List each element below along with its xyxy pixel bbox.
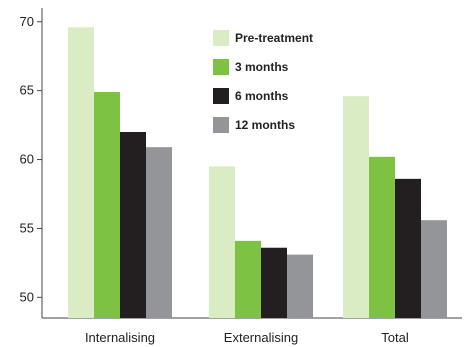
legend-swatch bbox=[213, 59, 229, 75]
bar-total-3-months bbox=[369, 156, 395, 318]
x-category-label: Total bbox=[381, 330, 409, 345]
legend-label: Pre-treatment bbox=[235, 31, 313, 45]
bar-externalising-pre-treatment bbox=[209, 166, 235, 318]
legend-label: 12 months bbox=[235, 118, 295, 132]
bar-internalising-3-months bbox=[94, 92, 120, 319]
legend-swatch bbox=[213, 117, 229, 133]
legend-label: 3 months bbox=[235, 60, 289, 74]
legend: Pre-treatment 3 months 6 months 12 months bbox=[213, 30, 313, 133]
y-axis-ticks: 50 55 60 65 70 bbox=[20, 14, 42, 304]
bar-internalising-12-months bbox=[146, 147, 172, 318]
legend-swatch bbox=[213, 88, 229, 104]
y-tick-label: 70 bbox=[20, 14, 34, 29]
bar-externalising-3-months bbox=[235, 240, 261, 318]
x-axis-labels: Internalising Externalising Total bbox=[85, 330, 409, 345]
y-tick-label: 55 bbox=[20, 220, 34, 235]
bar-total-pre-treatment bbox=[343, 96, 369, 318]
bar-total-12-months bbox=[421, 220, 447, 318]
bars bbox=[68, 27, 447, 319]
bar-internalising-pre-treatment bbox=[68, 27, 94, 319]
legend-swatch bbox=[213, 30, 229, 46]
y-tick-label: 50 bbox=[20, 289, 34, 304]
bar-externalising-6-months bbox=[261, 247, 287, 318]
bar-total-6-months bbox=[395, 178, 421, 318]
y-tick-label: 65 bbox=[20, 83, 34, 98]
x-category-label: Externalising bbox=[224, 330, 298, 345]
bar-internalising-6-months bbox=[120, 132, 146, 318]
y-tick-label: 60 bbox=[20, 152, 34, 167]
x-category-label: Internalising bbox=[85, 330, 155, 345]
legend-label: 6 months bbox=[235, 89, 289, 103]
bar-externalising-12-months bbox=[287, 254, 313, 318]
